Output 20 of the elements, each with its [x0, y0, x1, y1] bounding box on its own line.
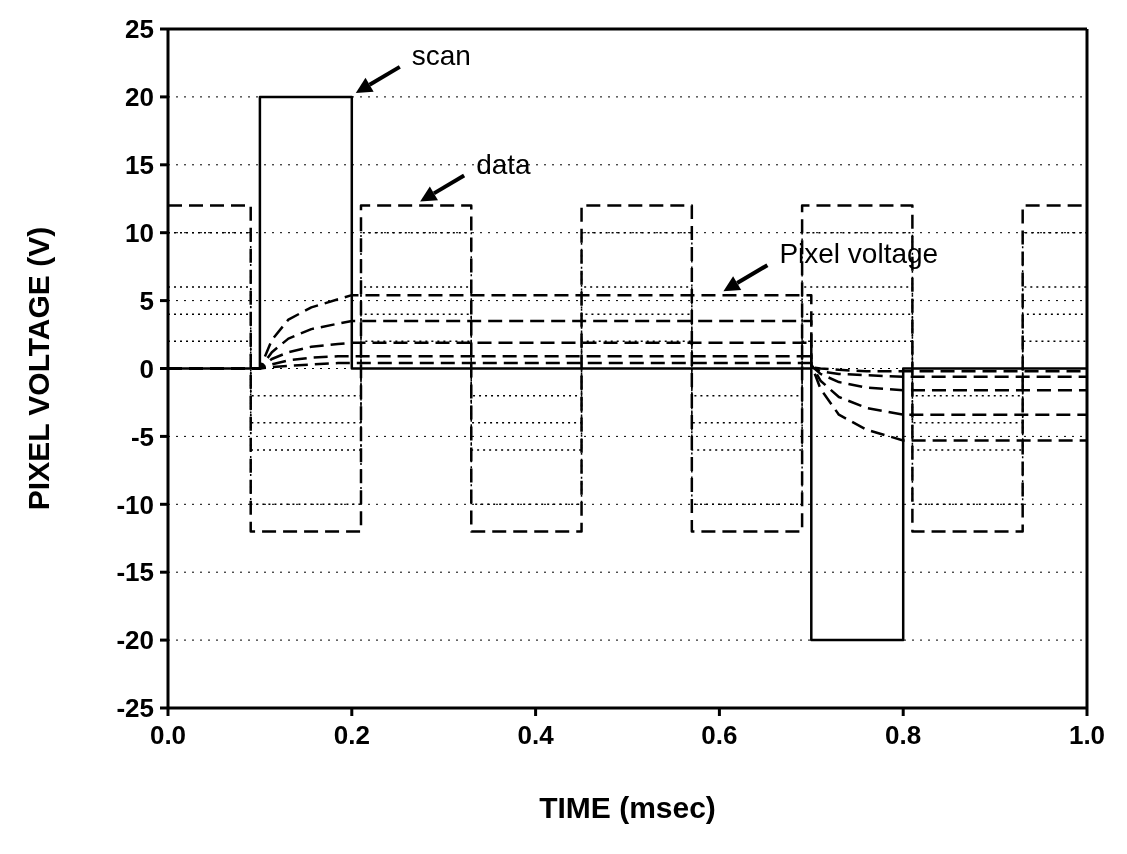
x-tick-label: 0.4 [517, 720, 555, 751]
y-tick-label: 15 [125, 150, 154, 181]
x-tick-label: 0.2 [333, 720, 370, 751]
y-tick-label: 5 [139, 285, 154, 316]
annotation: scan [411, 39, 471, 71]
y-tick-label: -10 [116, 489, 154, 520]
x-tick-label: 1.0 [1068, 720, 1106, 751]
y-tick-label: -5 [130, 421, 154, 452]
annotation: Pixel voltage [779, 238, 939, 270]
y-tick-label: 25 [125, 14, 154, 45]
y-tick-label: 10 [125, 217, 154, 248]
y-tick-label: 0 [139, 353, 154, 384]
x-tick-label: 0.6 [701, 720, 738, 751]
y-tick-label: -20 [116, 625, 154, 656]
annotation: data [476, 148, 532, 180]
y-axis-title: PIXEL VOLTAGE (V) [21, 226, 55, 511]
x-axis-title: TIME (msec) [539, 791, 716, 824]
x-tick-label: 0.8 [885, 720, 922, 751]
y-tick-label: -15 [116, 557, 154, 588]
y-tick-label: 20 [125, 82, 154, 113]
